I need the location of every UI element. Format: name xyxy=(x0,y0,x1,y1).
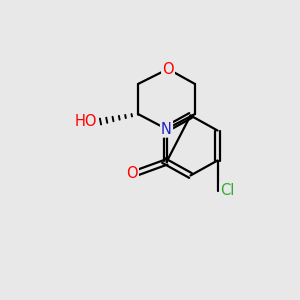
Text: HO: HO xyxy=(75,114,98,129)
Text: Cl: Cl xyxy=(220,183,235,198)
Text: N: N xyxy=(161,122,172,136)
Text: O: O xyxy=(126,167,138,182)
Text: O: O xyxy=(162,61,174,76)
